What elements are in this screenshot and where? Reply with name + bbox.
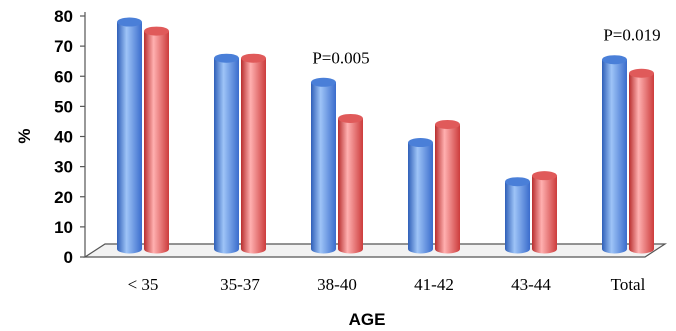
x-tick-label: 43-44 (511, 275, 551, 294)
bar-cap (241, 53, 266, 63)
bar-body (241, 58, 266, 254)
y-tick-label: 40 (54, 128, 73, 147)
bar-cap (338, 113, 363, 123)
bar (602, 55, 627, 254)
y-tick-label: 80 (54, 7, 73, 26)
bar-cap (505, 177, 530, 187)
annotations: P=0.005 P=0.019 (312, 26, 660, 68)
bar (338, 113, 363, 254)
bar (311, 77, 336, 254)
bar-body (602, 59, 627, 254)
y-tick-label: 30 (54, 158, 73, 177)
bar-body (311, 82, 336, 254)
bar-body (338, 118, 363, 254)
x-tick-label: 41-42 (414, 275, 454, 294)
bar-body (117, 22, 142, 254)
bar-cap (311, 77, 336, 87)
x-tick-label: 35-37 (220, 275, 260, 294)
bars-group (117, 17, 654, 254)
x-axis-title: AGE (349, 310, 386, 329)
y-tick-label: 0 (64, 248, 73, 267)
p-value-annotation: P=0.005 (312, 48, 369, 67)
y-axis: 0 10 20 30 40 50 60 70 80 (54, 7, 86, 267)
bar-cap (144, 26, 169, 36)
y-tick-label: 50 (54, 97, 73, 116)
bar-cap (532, 171, 557, 181)
bar-body (435, 124, 460, 254)
y-tick-label: 10 (54, 218, 73, 237)
bar-body (505, 181, 530, 254)
bar-body (408, 142, 433, 254)
bar (435, 119, 460, 254)
bar-body (214, 58, 239, 254)
x-tick-label: Total (611, 275, 646, 294)
y-axis-title: % (15, 128, 34, 143)
x-tick-label: < 35 (128, 275, 159, 294)
y-tick-label: 60 (54, 67, 73, 86)
bar-cap (602, 55, 627, 65)
bar (117, 17, 142, 254)
bar-cap (408, 138, 433, 148)
bar-cap (435, 119, 460, 129)
y-tick-label: 70 (54, 37, 73, 56)
bar (241, 53, 266, 254)
bar (144, 26, 169, 254)
bar-cap (214, 53, 239, 63)
bar-body (144, 31, 169, 254)
bar-cap (629, 68, 654, 78)
y-tick-label: 20 (54, 188, 73, 207)
bar (505, 177, 530, 254)
p-value-annotation: P=0.019 (603, 26, 660, 45)
x-axis: < 35 35-37 38-40 41-42 43-44 Total (128, 275, 646, 294)
bar (408, 138, 433, 254)
bar (214, 53, 239, 254)
bar (532, 171, 557, 254)
chart-floor (82, 243, 668, 258)
floor-plane (82, 243, 668, 258)
bar-body (532, 175, 557, 254)
x-tick-label: 38-40 (317, 275, 357, 294)
bar-cap (117, 17, 142, 27)
bar (629, 68, 654, 254)
bar-body (629, 73, 654, 254)
